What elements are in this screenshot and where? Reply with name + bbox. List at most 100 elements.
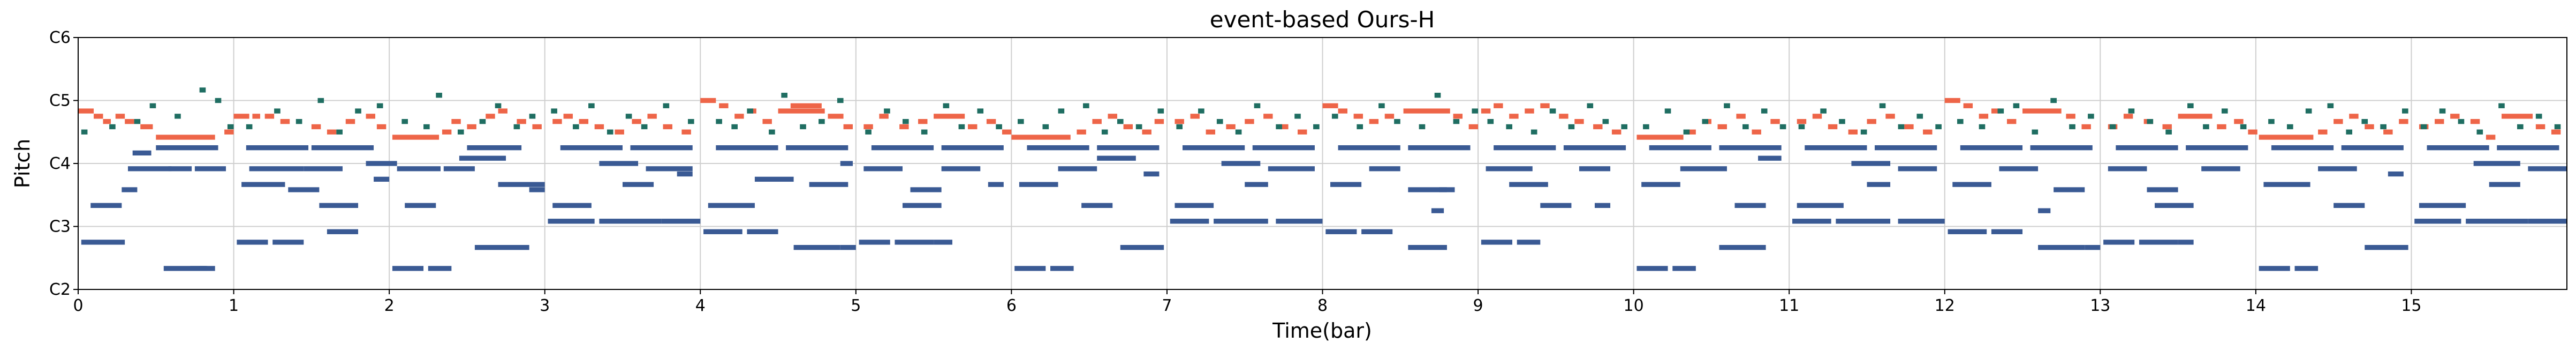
bass-note xyxy=(2085,245,2101,250)
accent-note xyxy=(2069,124,2075,130)
bass-note xyxy=(1408,245,1447,250)
melody-note xyxy=(1494,103,1503,108)
accent-note xyxy=(2013,103,2020,108)
accent-note xyxy=(884,108,890,114)
melody-note xyxy=(647,114,657,119)
bass-note xyxy=(630,145,693,151)
accent-note xyxy=(2420,124,2427,130)
melody-note xyxy=(1525,108,1534,114)
bass-note xyxy=(1797,203,1844,208)
accent-note xyxy=(317,98,324,103)
melody-note xyxy=(700,98,716,103)
y-tick-label: C3 xyxy=(49,218,71,236)
melody-note xyxy=(1263,114,1273,119)
accent-note xyxy=(1957,119,1964,124)
melody-note xyxy=(1611,129,1622,135)
x-tick-label: 9 xyxy=(1473,296,1483,315)
bass-note xyxy=(241,182,285,187)
accent-note xyxy=(1979,124,1986,130)
melody-note xyxy=(986,119,996,124)
accent-note xyxy=(1683,129,1690,135)
accent-note xyxy=(2187,103,2194,108)
accent-note xyxy=(1621,124,1628,130)
bass-note xyxy=(2263,182,2310,187)
melody-note xyxy=(1245,119,1254,124)
bass-note xyxy=(1486,166,1533,172)
bass-note xyxy=(1027,145,1089,151)
melody-note xyxy=(1867,119,1876,124)
melody-note xyxy=(1540,103,1550,108)
bass-note xyxy=(2419,203,2466,208)
melody-note xyxy=(1322,103,1338,108)
accent-note xyxy=(1916,114,1923,119)
accent-note xyxy=(747,108,754,114)
bass-note xyxy=(786,145,848,151)
accent-note xyxy=(1135,124,1142,130)
y-tick-label: C4 xyxy=(49,154,71,173)
melody-note xyxy=(594,124,604,130)
bass-note xyxy=(2427,145,2489,151)
accent-note xyxy=(1724,103,1730,108)
accent-note xyxy=(1602,119,1609,124)
melody-note xyxy=(2162,124,2172,130)
accent-note xyxy=(1357,124,1363,130)
accent-note xyxy=(2221,108,2228,114)
bass-note xyxy=(2038,245,2085,250)
bass-note xyxy=(754,176,794,182)
accent-note xyxy=(457,129,464,135)
bass-note xyxy=(304,166,343,172)
bass-note xyxy=(1874,145,1937,151)
accent-note xyxy=(274,108,281,114)
melody-note xyxy=(2022,108,2062,114)
melody-note xyxy=(1468,124,1479,130)
bass-note xyxy=(392,266,424,271)
bass-note xyxy=(1719,245,1766,250)
accent-note xyxy=(2476,129,2483,135)
bass-note xyxy=(1014,266,1046,271)
bass-note xyxy=(319,203,359,208)
accent-note xyxy=(865,129,872,135)
bass-note xyxy=(2341,145,2404,151)
accent-note xyxy=(588,103,595,108)
accent-note xyxy=(2361,119,2368,124)
bass-note xyxy=(2528,166,2567,172)
bass-note xyxy=(2103,240,2135,245)
melody-note xyxy=(1011,135,1071,140)
melody-note xyxy=(918,119,928,124)
bass-note xyxy=(2318,166,2357,172)
melody-note xyxy=(366,114,375,119)
accent-note xyxy=(2032,129,2039,135)
bass-note xyxy=(1579,166,1611,172)
y-tick-label: C2 xyxy=(49,280,71,299)
accent-note xyxy=(731,124,738,130)
accent-note xyxy=(1587,103,1594,108)
melody-note xyxy=(327,129,337,135)
bass-note xyxy=(1680,166,1727,172)
melody-note xyxy=(233,114,249,119)
melody-note xyxy=(1752,129,1761,135)
bass-note xyxy=(1170,219,1209,224)
melody-note xyxy=(94,114,103,119)
bass-note xyxy=(661,219,701,224)
melody-note xyxy=(1944,98,1960,103)
melody-note xyxy=(1686,129,1696,135)
bass-note xyxy=(941,166,981,172)
melody-note xyxy=(376,124,387,130)
bass-note xyxy=(1338,145,1400,151)
bass-note xyxy=(1175,203,1214,208)
accent-note xyxy=(1702,119,1709,124)
bass-note xyxy=(1952,182,1991,187)
bass-note xyxy=(529,187,545,192)
bass-note xyxy=(2414,219,2461,224)
melody-note xyxy=(1002,129,1012,135)
accent-note xyxy=(1276,124,1282,130)
accent-note xyxy=(436,93,442,98)
melody-note xyxy=(681,129,691,135)
bass-note xyxy=(716,145,778,151)
accent-note xyxy=(902,119,909,124)
bass-note xyxy=(1758,155,1782,161)
bass-note xyxy=(1948,229,1987,234)
bass-note xyxy=(199,266,215,271)
accent-note xyxy=(1017,119,1024,124)
melody-note xyxy=(934,114,965,119)
